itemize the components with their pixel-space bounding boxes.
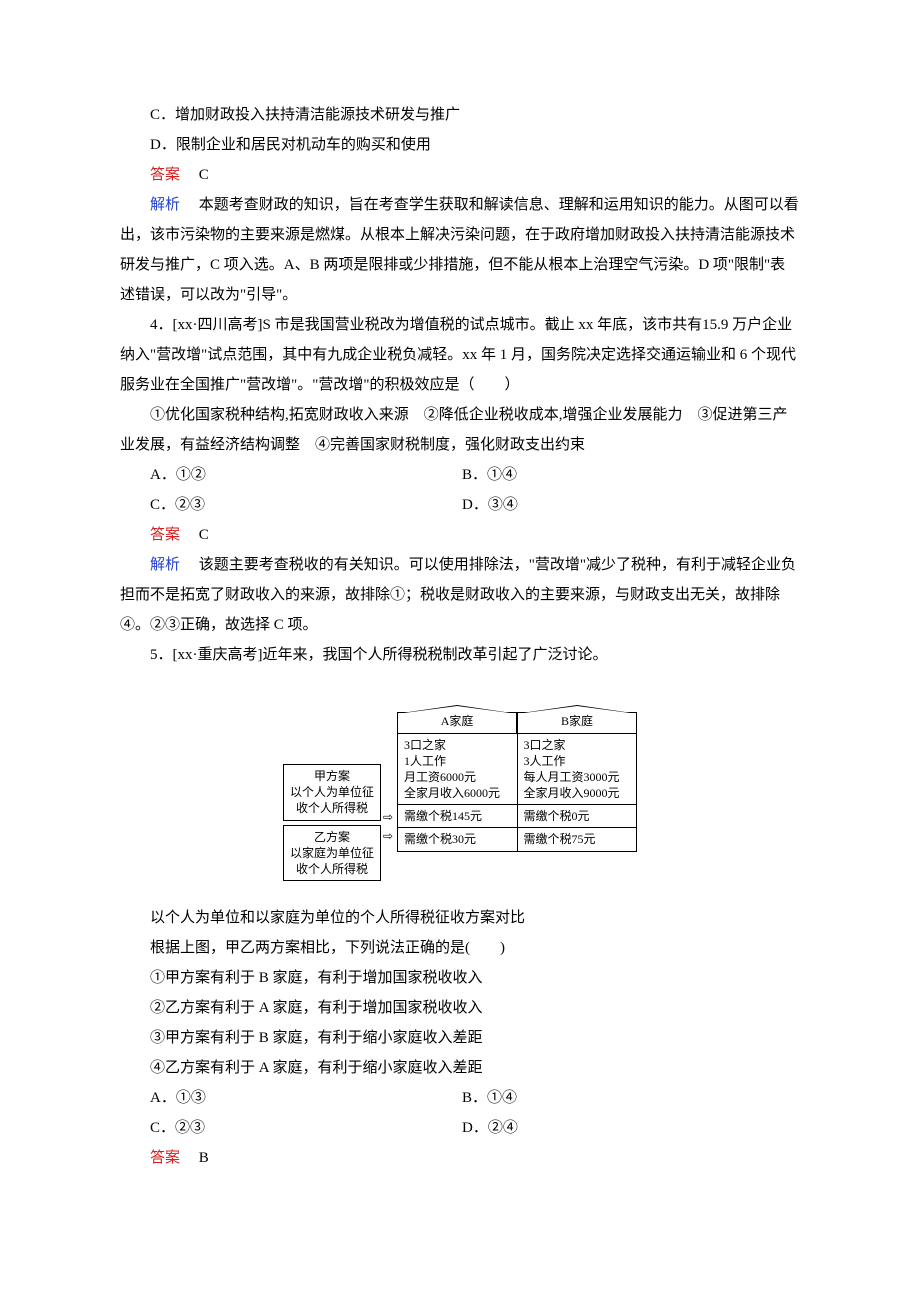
q3-explanation-text: 本题考查财政的知识，旨在考查学生获取和解读信息、理解和运用知识的能力。从图可以看… <box>120 197 799 303</box>
q5-item1: ①甲方案有利于 B 家庭，有利于增加国家税收收入 <box>120 963 800 993</box>
q4-option-a: A．①② <box>150 460 462 490</box>
plan-b-tax-b: 需缴个税75元 <box>517 828 637 851</box>
q3-answer-value <box>184 167 199 183</box>
answer-label: 答案 <box>150 1150 180 1166</box>
q4-option-d: D．③④ <box>462 490 800 520</box>
q5-diagram: 甲方案 以个人为单位征 收个人所得税 乙方案 以家庭为单位征 收个人所得税 ⇨ <box>120 680 800 883</box>
q4-statements: ①优化国家税种结构,拓宽财政收入来源 ②降低企业税收成本,增强企业发展能力 ③促… <box>120 400 800 460</box>
q4-options-row2: C．②③ D．③④ <box>150 490 800 520</box>
q3-option-d: D．限制企业和居民对机动车的购买和使用 <box>120 130 800 160</box>
q5-item4: ④乙方案有利于 A 家庭，有利于缩小家庭收入差距 <box>120 1053 800 1083</box>
family-a-label: A家庭 <box>441 714 474 728</box>
explain-label: 解析 <box>150 197 180 213</box>
q4-option-b: B．①④ <box>462 460 800 490</box>
q5-answer-value: B <box>199 1150 209 1166</box>
q4-explanation: 解析 该题主要考查税收的有关知识。可以使用排除法，"营改增"减少了税种，有利于减… <box>120 550 800 640</box>
plan-a-tax-a: 需缴个税145元 <box>398 805 518 828</box>
explain-label: 解析 <box>150 557 180 573</box>
q3-option-c: C．增加财政投入扶持清洁能源技术研发与推广 <box>120 100 800 130</box>
plan-a-box: 甲方案 以个人为单位征 收个人所得税 <box>283 764 381 821</box>
answer-label: 答案 <box>150 527 180 543</box>
plan-a-tax-b: 需缴个税0元 <box>517 805 637 828</box>
q5-diagram-caption: 以个人为单位和以家庭为单位的个人所得税征收方案对比 <box>120 903 800 933</box>
q5-options-row1: A．①③ B．①④ <box>150 1083 800 1113</box>
q3-explanation: 解析 本题考查财政的知识，旨在考查学生获取和解读信息、理解和运用知识的能力。从图… <box>120 190 800 310</box>
diagram-roof: A家庭 B家庭 <box>397 712 637 733</box>
q5-substem: 根据上图，甲乙两方案相比，下列说法正确的是( ) <box>120 933 800 963</box>
q4-answer-value: C <box>199 527 209 543</box>
q5-option-d: D．②④ <box>462 1113 800 1143</box>
q5-option-b: B．①④ <box>462 1083 800 1113</box>
q4-stem: 4．[xx·四川高考]S 市是我国营业税改为增值税的试点城市。截止 xx 年底，… <box>120 310 800 400</box>
q3-answer: 答案 C <box>120 160 800 190</box>
plan-b-tax-a: 需缴个税30元 <box>398 828 518 851</box>
q4-options-row1: A．①② B．①④ <box>150 460 800 490</box>
plan-a-line2: 以个人为单位征 <box>290 785 374 799</box>
family-b-label: B家庭 <box>561 714 593 728</box>
q5-option-c: C．②③ <box>150 1113 462 1143</box>
q4-option-c: C．②③ <box>150 490 462 520</box>
q4-answer: 答案 C <box>120 520 800 550</box>
arrow-icon: ⇨ <box>383 809 393 825</box>
q5-stem: 5．[xx·重庆高考]近年来，我国个人所得税税制改革引起了广泛讨论。 <box>120 640 800 670</box>
diagram-table: 3口之家 1人工作 月工资6000元 全家月收入6000元 3口之家 3人工作 … <box>397 733 637 852</box>
answer-label: 答案 <box>150 167 180 183</box>
q5-options-row2: C．②③ D．②④ <box>150 1113 800 1143</box>
plan-b-box: 乙方案 以家庭为单位征 收个人所得税 <box>283 825 381 882</box>
plan-b-line3: 收个人所得税 <box>296 862 368 876</box>
plan-a-line3: 收个人所得税 <box>296 801 368 815</box>
plan-a-line1: 甲方案 <box>314 769 350 783</box>
q4-explanation-text: 该题主要考查税收的有关知识。可以使用排除法，"营改增"减少了税种，有利于减轻企业… <box>120 557 796 633</box>
q3-answer-value-text: C <box>199 167 209 183</box>
q5-item3: ③甲方案有利于 B 家庭，有利于缩小家庭收入差距 <box>120 1023 800 1053</box>
plan-b-line2: 以家庭为单位征 <box>290 846 374 860</box>
plan-b-line1: 乙方案 <box>314 830 350 844</box>
q5-item2: ②乙方案有利于 A 家庭，有利于增加国家税收收入 <box>120 993 800 1023</box>
family-b-info: 3口之家 3人工作 每人月工资3000元 全家月收入9000元 <box>517 733 637 805</box>
q5-option-a: A．①③ <box>150 1083 462 1113</box>
family-a-info: 3口之家 1人工作 月工资6000元 全家月收入6000元 <box>398 733 518 805</box>
arrow-icon: ⇨ <box>383 828 393 844</box>
q5-answer: 答案 B <box>120 1143 800 1173</box>
